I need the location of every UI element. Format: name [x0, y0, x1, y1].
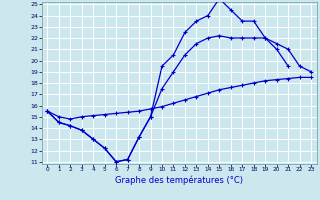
X-axis label: Graphe des températures (°C): Graphe des températures (°C)	[115, 175, 243, 185]
